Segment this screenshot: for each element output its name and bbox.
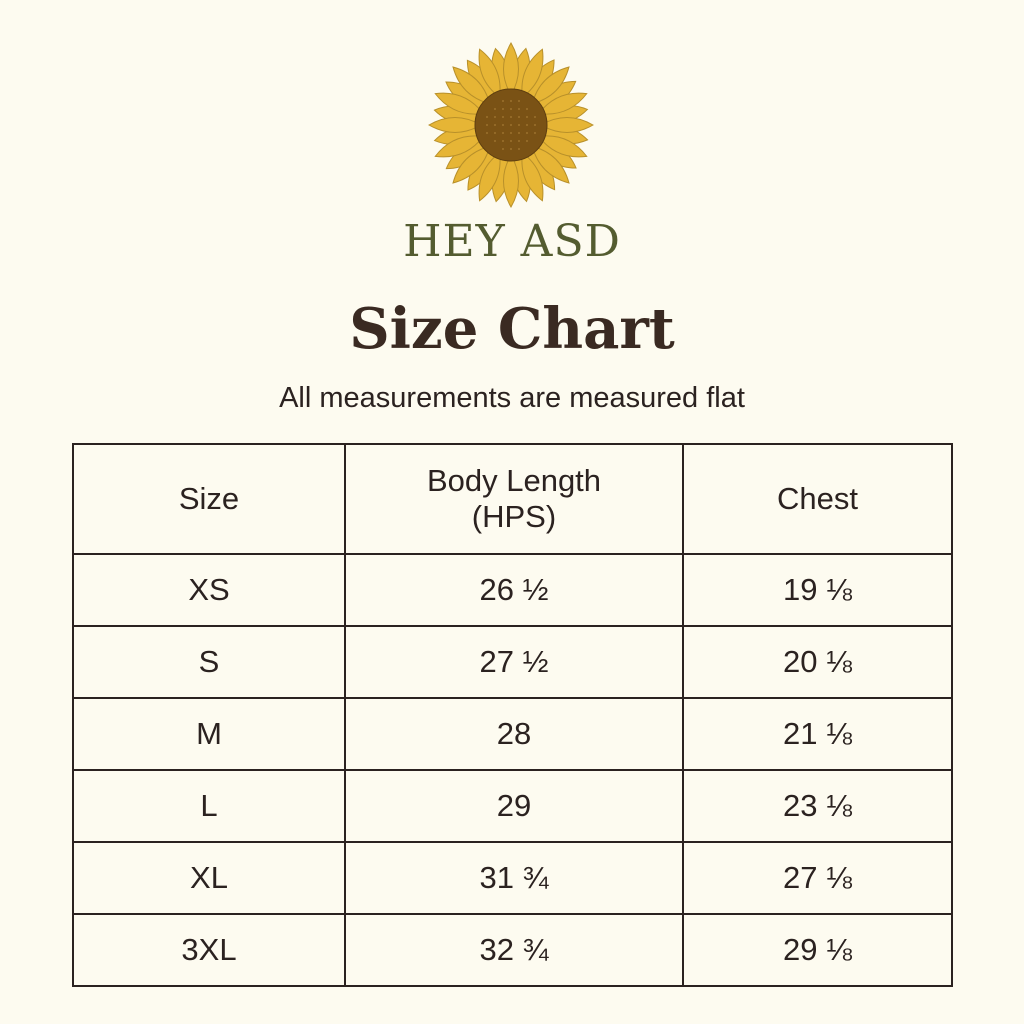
cell-body-length: 32 ¾ [344,913,684,987]
cell-chest: 20 ⅛ [682,625,953,699]
seed-dot [494,116,496,118]
seed-dot [518,124,520,126]
petal [452,145,491,184]
seed-dot [526,108,528,110]
table-row: M 28 21 ⅛ [72,697,953,771]
seed-dot [502,108,504,110]
table-row: XL 31 ¾ 27 ⅛ [72,841,953,915]
seed-dot [518,132,520,134]
cell-size: 3XL [72,913,346,987]
petal [521,151,544,202]
seed-dot [494,140,496,142]
page-title: Size Chart [349,296,675,362]
page-subtitle: All measurements are measured flat [279,382,745,414]
table-header-row: Size Body Length (HPS) Chest [72,443,953,555]
petal [434,92,485,115]
petal [434,135,485,158]
sunflower-icon [427,41,595,209]
seed-dot [510,100,512,102]
cell-size: M [72,697,346,771]
seed-dot [502,100,504,102]
seed-dot [494,108,496,110]
seed-dot [486,124,488,126]
seed-dot [502,148,504,150]
seed-dot [526,140,528,142]
cell-size: XL [72,841,346,915]
cell-size: L [72,769,346,843]
seed-dot [518,116,520,118]
petal [503,153,519,209]
seed-dot [526,132,528,134]
table-row: 3XL 32 ¾ 29 ⅛ [72,913,953,987]
petal [503,41,519,97]
seed-dot [510,132,512,134]
seed-dot [526,124,528,126]
header-label: (HPS) [471,499,557,534]
header-label: Chest [777,481,858,516]
seed-dot [534,132,536,134]
seed-dot [518,140,520,142]
cell-chest: 19 ⅛ [682,553,953,627]
seed-dot [510,148,512,150]
cell-chest: 27 ⅛ [682,841,953,915]
table-row: S 27 ½ 20 ⅛ [72,625,953,699]
header-body-length: Body Length (HPS) [344,443,684,555]
cell-chest: 29 ⅛ [682,913,953,987]
petal [537,92,588,115]
seed-dot [510,116,512,118]
cell-size: XS [72,553,346,627]
petal [521,48,544,99]
table-row: XS 26 ½ 19 ⅛ [72,553,953,627]
header-label: Size [178,481,240,516]
seed-dot [502,132,504,134]
cell-chest: 23 ⅛ [682,769,953,843]
seed-dot [518,148,520,150]
cell-size: S [72,625,346,699]
petal [531,145,570,184]
seed-dot [534,124,536,126]
seed-dot [518,108,520,110]
cell-body-length: 28 [344,697,684,771]
seed-dot [518,100,520,102]
brand-name: HEY ASD [403,216,621,267]
seed-dot [502,140,504,142]
seed-dot [510,124,512,126]
seed-dot [502,124,504,126]
petal [537,135,588,158]
petal [478,48,501,99]
cell-body-length: 29 [344,769,684,843]
petal [539,117,595,133]
header-chest: Chest [682,443,953,555]
petal [452,66,491,105]
header-label: Body Length [426,463,602,498]
seed-dot [494,124,496,126]
petal [531,66,570,105]
seed-dot [486,132,488,134]
seed-dot [494,132,496,134]
header-size: Size [72,443,346,555]
seed-dot [526,116,528,118]
cell-body-length: 31 ¾ [344,841,684,915]
cell-body-length: 26 ½ [344,553,684,627]
seed-dot [534,116,536,118]
petal [427,117,483,133]
seed-dot [486,116,488,118]
cell-chest: 21 ⅛ [682,697,953,771]
seed-dot [502,116,504,118]
cell-body-length: 27 ½ [344,625,684,699]
seed-dot [510,140,512,142]
seed-dot [510,108,512,110]
petal [478,151,501,202]
table-row: L 29 23 ⅛ [72,769,953,843]
